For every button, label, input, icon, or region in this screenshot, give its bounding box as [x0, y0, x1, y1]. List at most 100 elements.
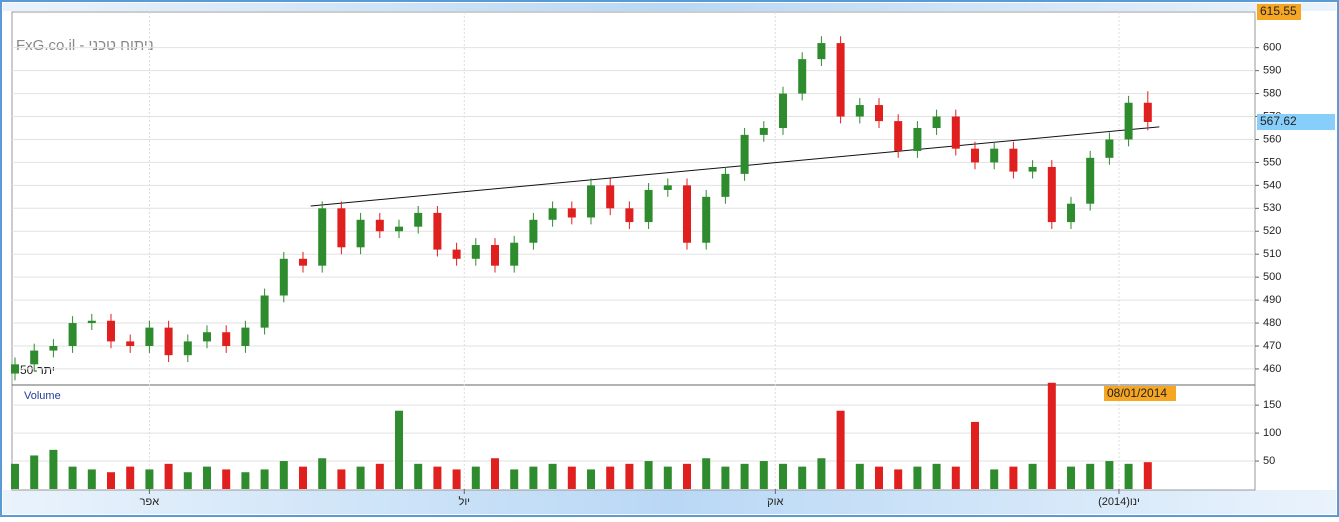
x-tick-label: אוק: [767, 496, 783, 508]
volume-bar: [87, 469, 96, 489]
volume-bar: [375, 463, 384, 489]
candle-body: [548, 208, 557, 220]
x-tick-label: יול: [459, 495, 471, 508]
candle-body: [894, 121, 903, 151]
candle-body: [913, 127, 922, 151]
candle-body: [126, 341, 135, 346]
volume-bar: [164, 463, 173, 489]
candle-body: [759, 127, 768, 135]
y-tick-label: 100: [1263, 427, 1281, 439]
y-tick-label: 50: [1263, 455, 1275, 467]
candle-body: [222, 332, 231, 346]
y-tick-label: 530: [1263, 202, 1281, 214]
volume-bar: [567, 466, 576, 489]
candle-body: [990, 148, 999, 163]
volume-bar: [260, 469, 269, 489]
volume-bar: [759, 461, 768, 489]
candle-body: [299, 258, 307, 266]
volume-bar: [203, 466, 211, 489]
candle-body: [203, 332, 211, 342]
volume-bar: [1067, 466, 1075, 489]
volume-bar: [222, 469, 231, 489]
volume-bar: [1028, 463, 1037, 489]
volume-bar: [145, 469, 154, 489]
candle-body: [260, 295, 269, 328]
volume-bar: [452, 469, 461, 489]
candle-body: [683, 185, 691, 243]
volume-bar: [1143, 462, 1152, 489]
candle-body: [87, 320, 96, 324]
volume-bar: [779, 463, 787, 489]
y-tick-label: 150: [1263, 399, 1281, 411]
candle-body: [587, 185, 595, 218]
volume-bar: [318, 458, 327, 489]
top-price-box: [1257, 4, 1301, 20]
candle-body: [817, 43, 826, 60]
volume-bar: [894, 469, 903, 489]
date-box: [1104, 386, 1176, 401]
candle-body: [30, 350, 39, 365]
candle-body: [318, 208, 327, 266]
volume-bar: [433, 466, 442, 489]
candle-body: [68, 323, 77, 346]
volume-bar: [1105, 461, 1114, 489]
candle-body: [1028, 167, 1037, 172]
volume-bar: [990, 469, 999, 489]
volume-bar: [644, 461, 653, 489]
y-tick-label: 470: [1263, 340, 1281, 352]
candle-body: [1143, 102, 1152, 122]
volume-bar: [798, 466, 807, 489]
candle-body: [779, 93, 787, 128]
candle-body: [145, 327, 154, 346]
candle-body: [164, 327, 173, 356]
volume-bar: [721, 466, 730, 489]
date-label: 08/01/2014: [1107, 386, 1167, 400]
volume-bar: [49, 449, 58, 489]
candle-body: [798, 59, 807, 94]
y-tick-label: 460: [1263, 363, 1281, 375]
candle-body: [875, 105, 883, 122]
candle-body: [1067, 203, 1075, 223]
volume-bar: [1047, 382, 1056, 489]
volume-bar: [740, 463, 749, 489]
volume-bar: [241, 472, 250, 489]
volume-bar: [107, 472, 115, 489]
trendline: [310, 126, 1160, 207]
volume-bar: [971, 421, 979, 489]
candle-body: [11, 364, 19, 374]
candle-body: [1086, 157, 1095, 204]
volume-bar: [491, 458, 499, 489]
candle-body: [49, 345, 58, 351]
top-band: [3, 3, 1336, 11]
volume-bar: [1009, 466, 1018, 489]
volume-bar: [337, 469, 346, 489]
y-tick-label: 520: [1263, 225, 1281, 237]
plot-area: [11, 11, 1256, 491]
volume-bar: [875, 466, 883, 489]
volume-bar: [663, 466, 672, 489]
volume-bar: [529, 466, 538, 489]
y-tick-label: 600: [1263, 42, 1281, 54]
candle-body: [452, 249, 461, 259]
volume-bar: [68, 466, 77, 489]
volume-title: Volume: [24, 390, 61, 402]
volume-bar: [1124, 463, 1133, 489]
volume-bar: [548, 463, 557, 489]
y-tick-label: 540: [1263, 179, 1281, 191]
volume-bar: [279, 461, 288, 489]
volume-bar: [299, 466, 307, 489]
x-tick-label: אפר: [140, 496, 160, 508]
volume-bar: [30, 455, 39, 489]
y-tick-label: 560: [1263, 133, 1281, 145]
volume-bar: [587, 469, 595, 489]
candle-body: [644, 189, 653, 223]
volume-bar: [836, 410, 845, 489]
candle-body: [855, 105, 864, 117]
watermark: FxG.co.il - ניתוח טכני: [16, 37, 154, 54]
volume-bar: [395, 410, 403, 489]
candle-body: [702, 196, 711, 243]
candle-body: [932, 116, 941, 128]
candle-body: [1124, 102, 1133, 140]
candle-body: [529, 219, 538, 243]
